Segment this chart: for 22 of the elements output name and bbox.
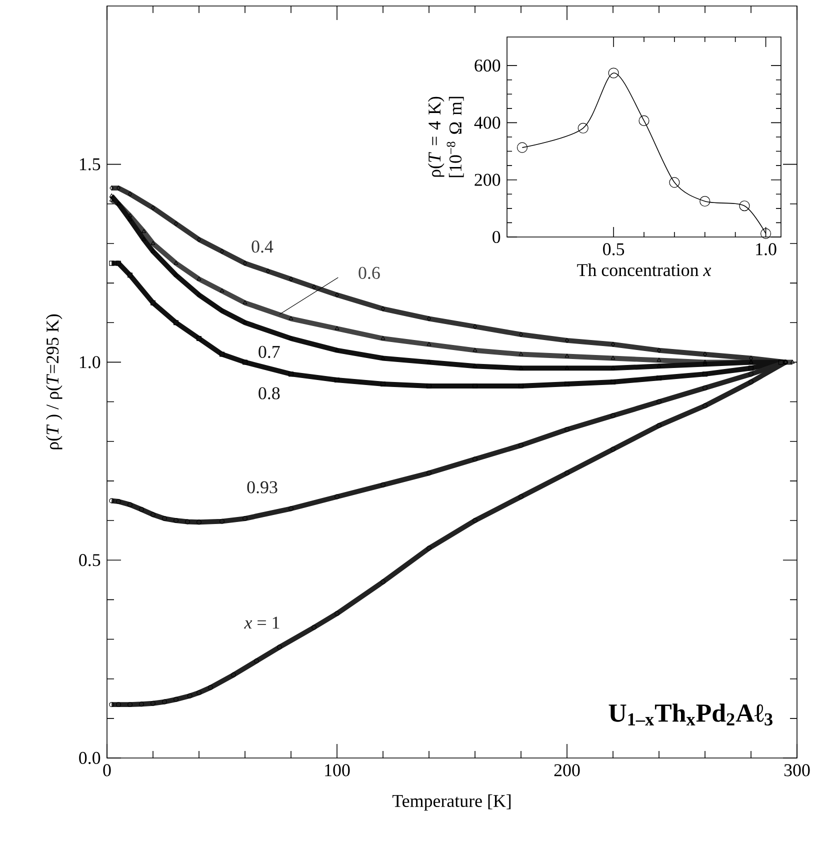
text: 0.6 [358, 266, 380, 280]
x-axis-title: Temperature [K] [392, 794, 511, 811]
series-label: 0.8 [258, 387, 280, 400]
x-tick-label: 0 [103, 764, 111, 776]
text: U$_{1–x}$Th$_{x}$Pd$_{2}$Aℓ$_{3}$ [608, 704, 772, 726]
series-label: x = 1 [244, 616, 280, 629]
x-tick-label: 300 [784, 764, 810, 776]
y-tick-label: 0.5 [79, 554, 100, 566]
y-tick-label: 0 [492, 230, 500, 244]
y-tick-label: 400 [474, 116, 500, 129]
y-tick-label: 1.0 [80, 356, 100, 368]
x-tick-label: 100 [325, 764, 350, 776]
x-axis-title: Th concentration x [577, 263, 712, 276]
y-tick-label: 200 [474, 174, 500, 186]
series-label: 0.7 [258, 346, 280, 358]
series-label: 0.4 [252, 240, 274, 253]
series-label: 0.93 [247, 481, 278, 494]
y-tick-label: 600 [474, 60, 500, 72]
y-axis-title: ρ(T ) / ρ(T=295 K) [46, 314, 62, 450]
y-tick-label: 0.0 [79, 752, 100, 764]
y-tick-label: 1.5 [80, 158, 100, 170]
x-tick-label: 200 [554, 764, 580, 776]
